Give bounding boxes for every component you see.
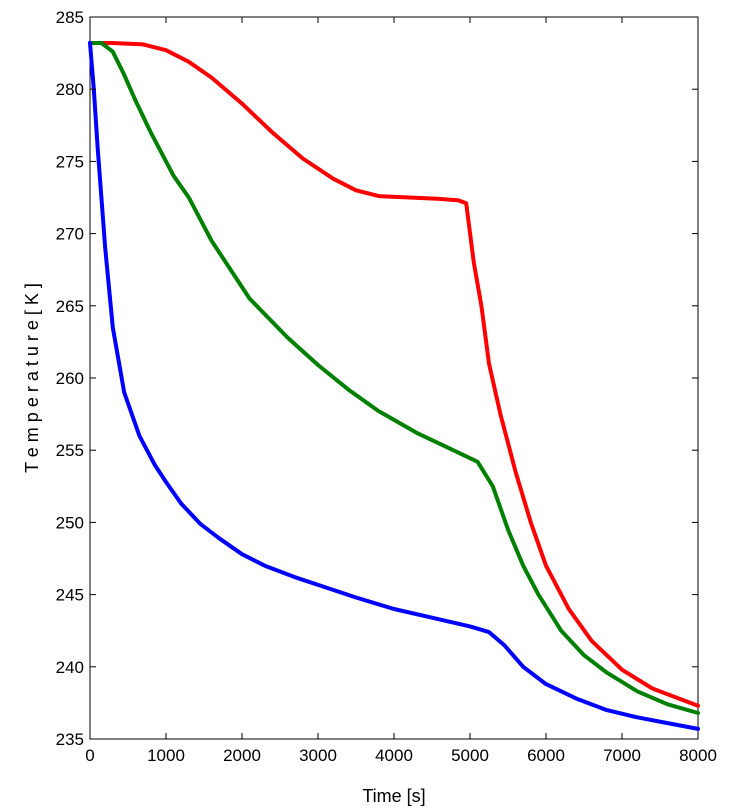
plot-area xyxy=(89,16,699,740)
x-tick-label: 6000 xyxy=(527,746,565,765)
y-tick-label: 245 xyxy=(56,586,84,605)
y-tick-label: 235 xyxy=(56,730,84,749)
y-tick-label: 285 xyxy=(56,8,84,27)
x-tick-label: 2000 xyxy=(223,746,261,765)
y-tick-label: 265 xyxy=(56,297,84,316)
x-axis-label: Time [s] xyxy=(362,786,425,806)
y-tick-label: 240 xyxy=(56,658,84,677)
y-tick-label: 250 xyxy=(56,513,84,532)
x-tick-label: 7000 xyxy=(603,746,641,765)
y-tick-label: 275 xyxy=(56,152,84,171)
series-line-3 xyxy=(88,41,700,731)
x-tick-label: 1000 xyxy=(147,746,185,765)
axis-ticks: 0 1000 2000 3000 4000 5000 6000 7000 8000 235 240 2… xyxy=(56,8,717,765)
x-tick-label: 5000 xyxy=(451,746,489,765)
x-tick-label: 3000 xyxy=(299,746,337,765)
y-tick-label: 280 xyxy=(56,80,84,99)
y-axis-label: T e m p e r a t u r e [ K ] xyxy=(22,283,42,473)
x-tick-label: 8000 xyxy=(679,746,717,765)
y-tick-label: 260 xyxy=(56,369,84,388)
y-tick-label: 270 xyxy=(56,225,84,244)
series-line-1 xyxy=(88,41,700,708)
y-tick-label: 255 xyxy=(56,441,84,460)
series-line-2 xyxy=(88,41,700,715)
x-tick-label: 4000 xyxy=(375,746,413,765)
x-tick-label: 0 xyxy=(85,746,94,765)
series-lines xyxy=(88,41,700,731)
